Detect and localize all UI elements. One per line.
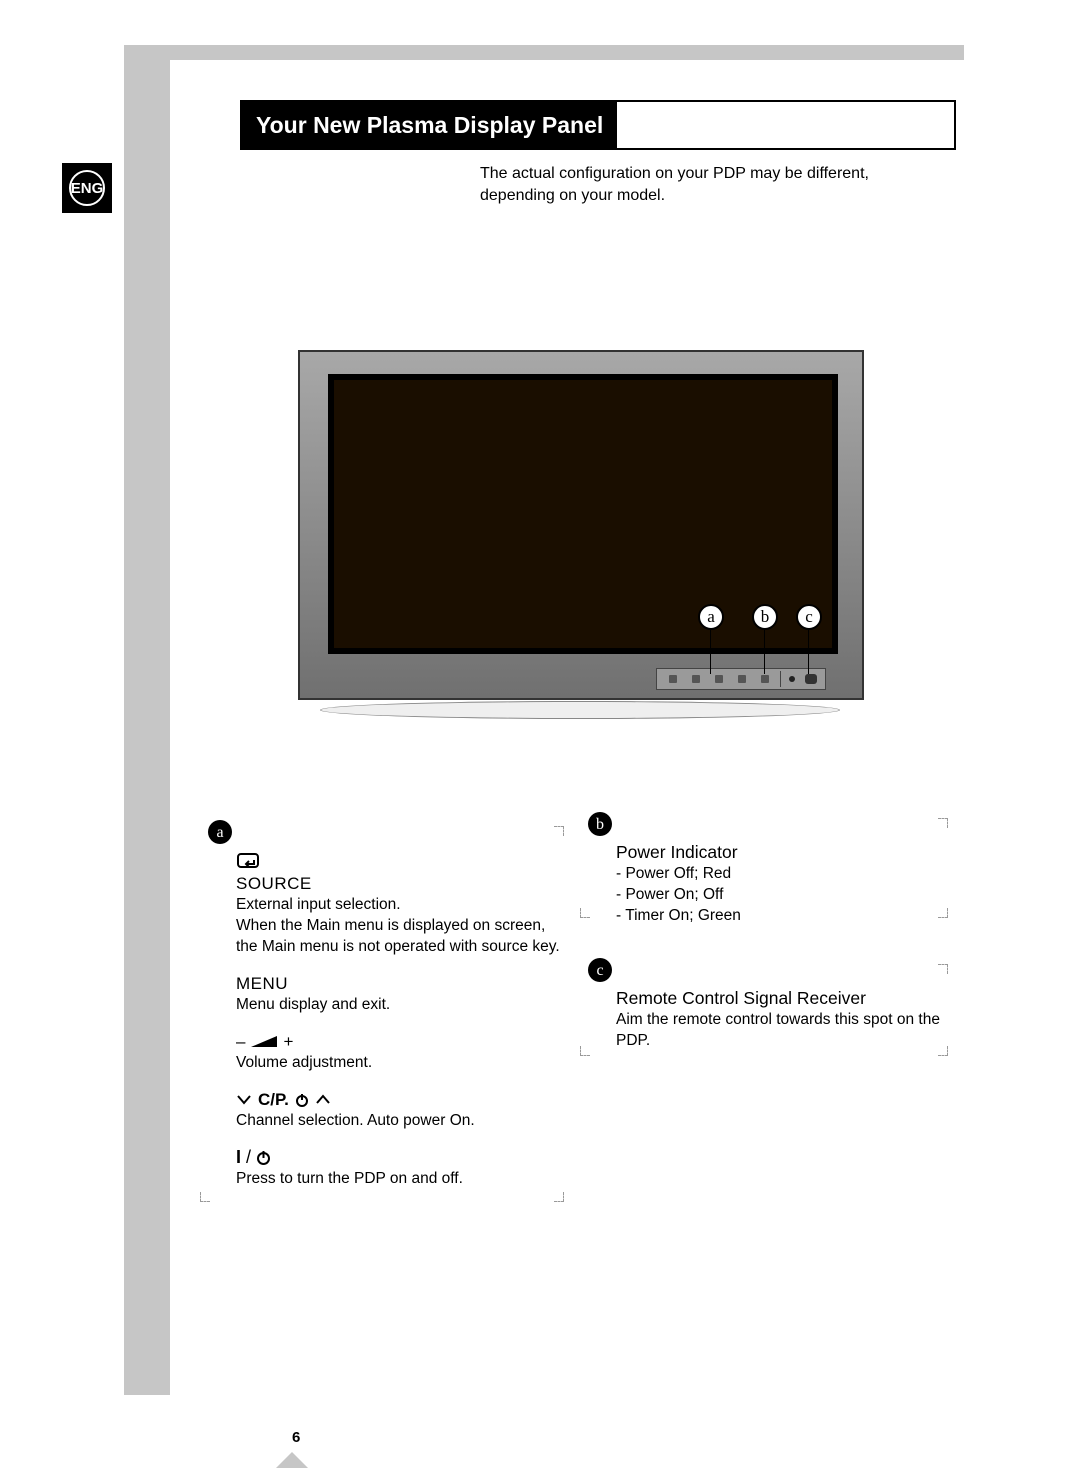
page-number: 6: [292, 1429, 300, 1446]
channel-text: Channel selection. Auto power On.: [236, 1110, 568, 1131]
intro-text: The actual configuration on your PDP may…: [480, 163, 900, 207]
power-indicator-item-1: - Power On; Off: [616, 884, 958, 905]
panel-ir: [805, 674, 817, 684]
right-column: b Power Indicator - Power Off; Red - Pow…: [588, 812, 958, 1051]
corner: [938, 1046, 948, 1056]
source-text-1: External input selection.: [236, 894, 568, 915]
badge-a: a: [208, 820, 232, 844]
callout-line-a: [710, 628, 711, 674]
tv-stand: [320, 701, 840, 719]
page-content-area: [170, 60, 1000, 1420]
language-badge: ENG: [62, 163, 112, 213]
section-c: c Remote Control Signal Receiver Aim the…: [588, 958, 958, 1051]
channel-block: C/P. Channel selection. Auto power On.: [236, 1089, 568, 1131]
section-b: b Power Indicator - Power Off; Red - Pow…: [588, 812, 958, 926]
power-indicator-item-2: - Timer On; Green: [616, 905, 958, 926]
panel-button: [738, 675, 746, 683]
panel-button: [761, 675, 769, 683]
panel-button: [715, 675, 723, 683]
plus-icon: +: [283, 1031, 293, 1052]
language-badge-text: ENG: [69, 170, 105, 206]
menu-block: MENU Menu display and exit.: [236, 973, 568, 1015]
power-icon: [256, 1150, 271, 1165]
corner: [554, 826, 564, 836]
volume-text: Volume adjustment.: [236, 1052, 568, 1073]
badge-c: c: [588, 958, 612, 982]
page-title: Your New Plasma Display Panel: [242, 102, 617, 148]
pi-item-0: Power Off; Red: [625, 865, 731, 882]
power-block: I / Press to turn the PDP on and off.: [236, 1147, 568, 1189]
tv-front-panel: [656, 668, 826, 690]
tv-panel-buttons: [657, 675, 780, 683]
source-title: SOURCE: [236, 873, 568, 894]
chevron-down-icon: [236, 1094, 252, 1106]
corner: [580, 908, 590, 918]
section-a-body: SOURCE External input selection. When th…: [208, 850, 568, 1189]
power-indicator-title: Power Indicator: [616, 842, 958, 863]
title-box: Your New Plasma Display Panel: [240, 100, 956, 150]
enter-icon: [236, 850, 568, 871]
menu-text: Menu display and exit.: [236, 994, 568, 1015]
corner: [580, 1046, 590, 1056]
panel-button: [669, 675, 677, 683]
minus-icon: –: [236, 1031, 245, 1052]
power-text: Press to turn the PDP on and off.: [236, 1168, 568, 1189]
corner: [938, 908, 948, 918]
volume-icon: – +: [236, 1031, 568, 1052]
corner: [938, 964, 948, 974]
tv-illustration: a b c: [298, 350, 864, 715]
footer-arrow-icon: [276, 1452, 308, 1468]
tv-frame: [298, 350, 864, 700]
section-a: a SOURCE External input selection. When …: [208, 820, 568, 1205]
section-b-body: Power Indicator - Power Off; Red - Power…: [588, 842, 958, 926]
channel-icons: C/P.: [236, 1089, 568, 1110]
receiver-title: Remote Control Signal Receiver: [616, 988, 958, 1009]
power-icons: I /: [236, 1147, 568, 1168]
panel-button: [692, 675, 700, 683]
chevron-up-icon: [315, 1094, 331, 1106]
power-icon: [295, 1093, 309, 1107]
slash: /: [246, 1147, 251, 1168]
source-block: SOURCE External input selection. When th…: [236, 850, 568, 957]
receiver-text: Aim the remote control towards this spot…: [616, 1009, 958, 1051]
on-icon: I: [236, 1147, 241, 1168]
cp-label: C/P.: [258, 1089, 289, 1110]
callout-a: a: [698, 604, 724, 630]
source-text-2: When the Main menu is displayed on scree…: [236, 915, 568, 957]
callout-c: c: [796, 604, 822, 630]
callout-line-c: [808, 628, 809, 674]
corner: [200, 1192, 210, 1202]
pi-item-1: Power On; Off: [625, 886, 723, 903]
panel-led: [789, 676, 795, 682]
volume-block: – + Volume adjustment.: [236, 1031, 568, 1073]
callout-b: b: [752, 604, 778, 630]
power-indicator-item-0: - Power Off; Red: [616, 863, 958, 884]
corner: [938, 818, 948, 828]
badge-b: b: [588, 812, 612, 836]
section-c-body: Remote Control Signal Receiver Aim the r…: [588, 988, 958, 1051]
menu-title: MENU: [236, 973, 568, 994]
panel-separator: [780, 671, 781, 687]
corner: [554, 1192, 564, 1202]
pi-item-2: Timer On; Green: [625, 907, 741, 924]
callout-line-b: [764, 628, 765, 674]
